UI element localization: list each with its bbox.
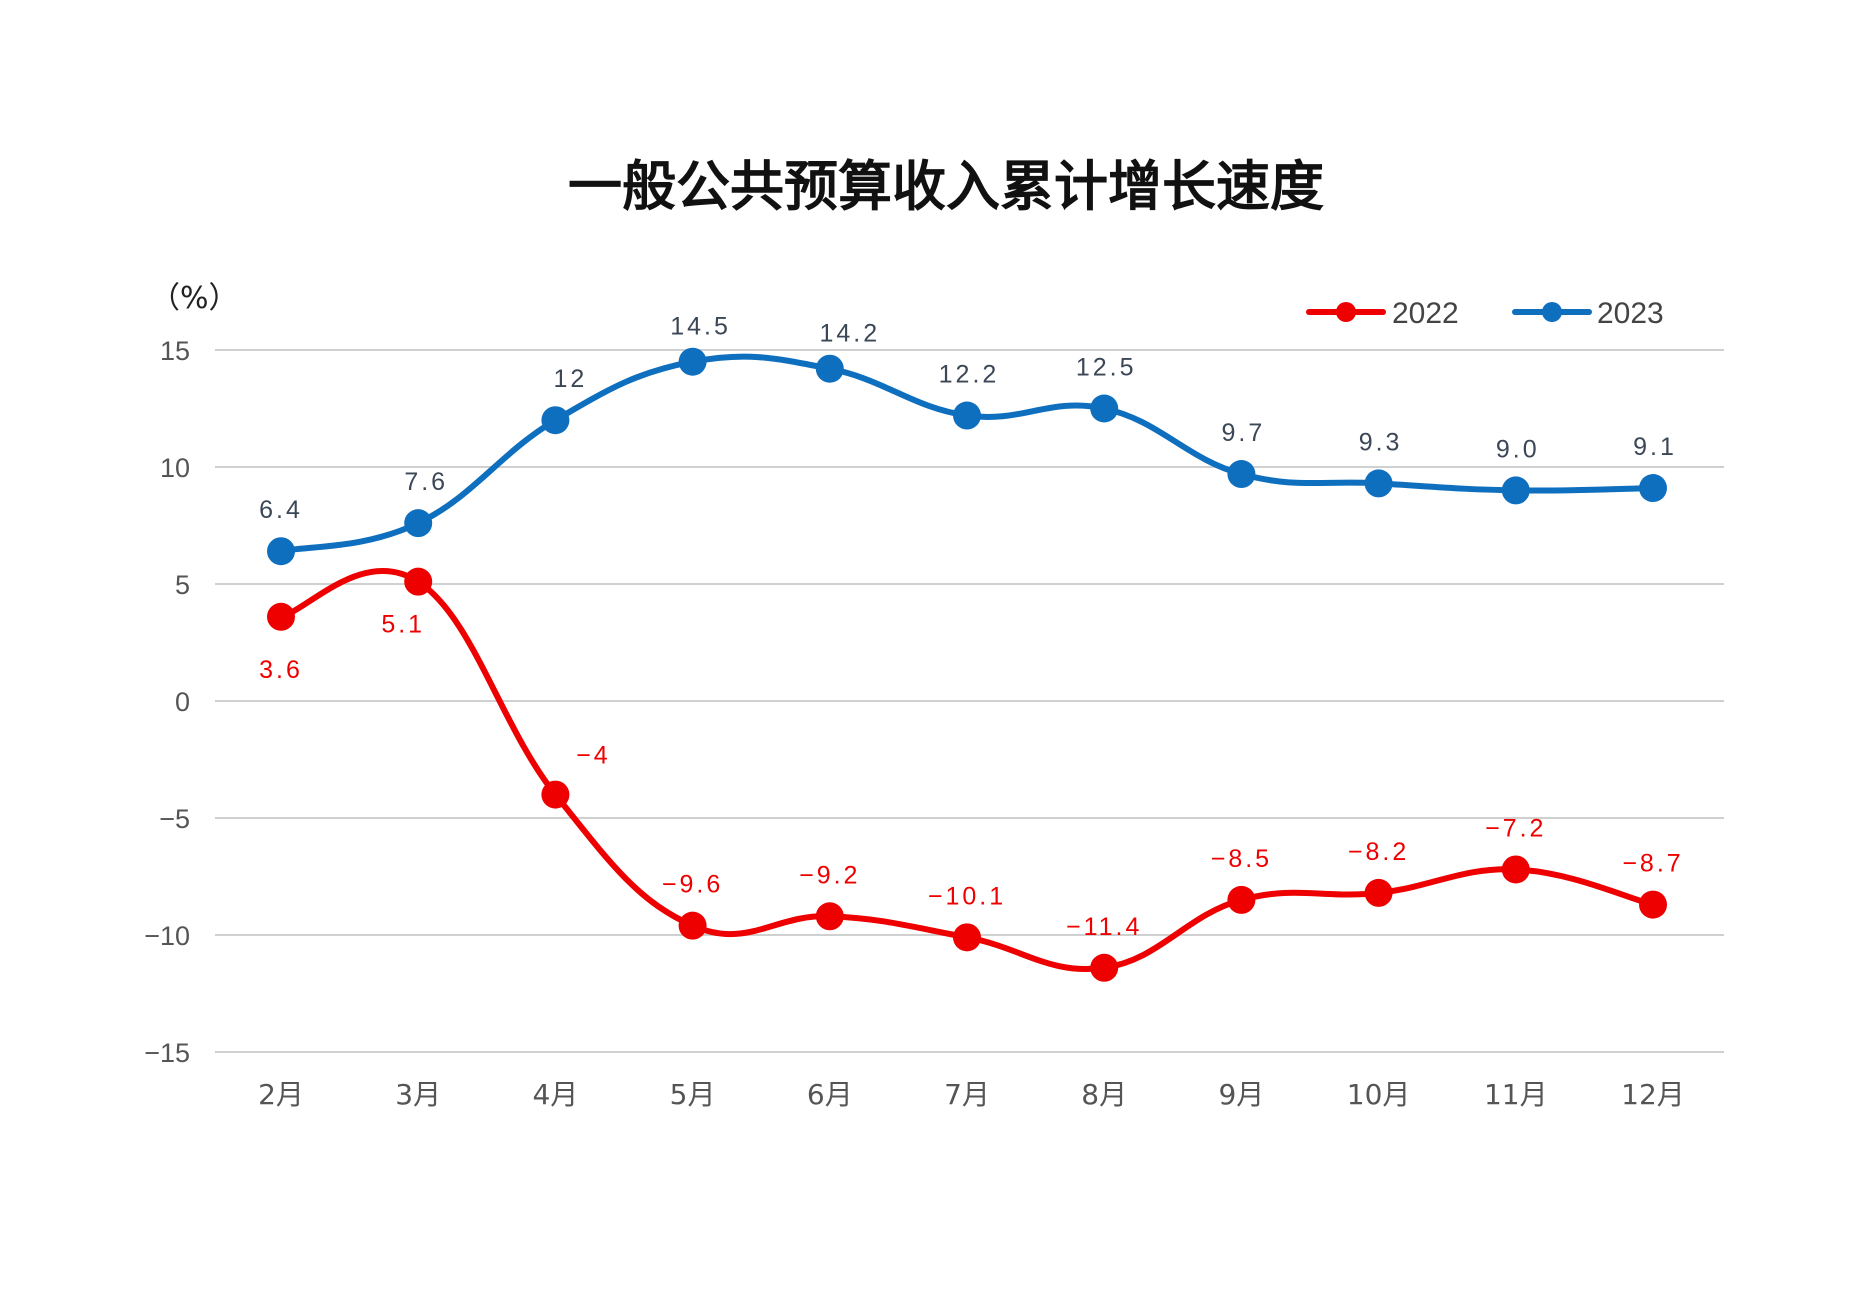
data-point <box>1639 890 1667 919</box>
data-point <box>267 537 295 566</box>
data-point <box>1227 460 1256 489</box>
data-label: −8.2 <box>1348 838 1409 866</box>
x-tick-label: 8月 <box>1081 1078 1127 1111</box>
data-label: 5.1 <box>381 611 425 639</box>
data-label: 7.6 <box>404 468 448 496</box>
x-tick-label: 12月 <box>1621 1078 1685 1111</box>
x-tick-label: 11月 <box>1484 1078 1548 1111</box>
x-tick-label: 9月 <box>1218 1078 1264 1111</box>
data-point <box>815 902 844 931</box>
legend-item-2023: 2023 <box>1512 297 1664 330</box>
data-label: −9.6 <box>662 871 723 899</box>
legend-marker <box>1542 302 1562 322</box>
data-point <box>953 923 981 952</box>
y-tick-label: 10 <box>160 453 190 483</box>
series-line-2022 <box>278 567 1656 972</box>
x-tick-label: 4月 <box>532 1078 578 1111</box>
data-point <box>267 602 295 631</box>
data-label: −8.7 <box>1622 850 1683 878</box>
data-point <box>1364 878 1393 907</box>
x-tick-label: 3月 <box>395 1078 441 1111</box>
y-tick-label: −5 <box>159 804 190 834</box>
series-2023: 6.4 7.6 12 14.5 14.2 12.2 12.5 9.7 9.3 9.0 9.1 <box>259 313 1677 566</box>
data-label: −10.1 <box>928 882 1006 910</box>
data-point <box>1090 394 1119 423</box>
data-point <box>404 567 433 596</box>
data-label: −8.5 <box>1211 845 1272 873</box>
x-tick-label: 10月 <box>1347 1078 1411 1111</box>
data-point <box>953 401 981 430</box>
x-tick-label: 2月 <box>258 1078 304 1111</box>
data-label: 14.5 <box>670 313 731 341</box>
y-tick-label: −10 <box>144 921 190 951</box>
data-label: 6.4 <box>259 496 303 524</box>
legend-label: 2022 <box>1392 297 1459 330</box>
data-point <box>815 354 844 383</box>
y-tick-label: 15 <box>160 336 190 366</box>
x-tick-label: 6月 <box>807 1078 853 1111</box>
y-axis-unit: （%） <box>150 281 239 316</box>
data-point <box>541 780 570 809</box>
x-tick-label: 7月 <box>944 1078 990 1111</box>
data-label: 12.2 <box>939 361 1000 389</box>
data-label: −9.2 <box>799 861 860 889</box>
data-label: 12.5 <box>1076 354 1137 382</box>
data-label: −4 <box>576 742 611 770</box>
y-tick-label: −15 <box>144 1038 190 1068</box>
data-label: 9.1 <box>1633 433 1677 461</box>
data-label: 9.7 <box>1222 419 1266 447</box>
data-label: 9.3 <box>1359 428 1403 456</box>
data-point <box>1639 474 1667 503</box>
data-point <box>1501 476 1530 505</box>
y-tick-label: 5 <box>175 570 190 600</box>
data-point <box>1501 855 1530 884</box>
data-point <box>1227 885 1256 914</box>
data-label: −7.2 <box>1485 814 1546 842</box>
legend-label: 2023 <box>1597 297 1664 330</box>
data-point <box>404 509 433 538</box>
data-point <box>678 911 707 940</box>
data-label: 3.6 <box>259 656 303 684</box>
y-tick-label: 0 <box>175 687 190 717</box>
x-tick-label: 5月 <box>670 1078 716 1111</box>
chart-title: 一般公共预算收入累计增长速度 <box>568 155 1324 218</box>
data-label: 9.0 <box>1496 435 1540 463</box>
data-point <box>1364 469 1393 498</box>
data-label: 12 <box>553 365 587 393</box>
data-label: 14.2 <box>819 320 880 348</box>
series-2022: 3.6 5.1 −4 −9.6 −9.2 −10.1 −11.4 −8.5 −8.2 −7.2 −8… <box>259 567 1683 982</box>
data-point <box>541 406 570 435</box>
data-point <box>678 347 707 376</box>
data-point <box>1090 953 1119 982</box>
legend-item-2022: 2022 <box>1306 297 1459 330</box>
legend-marker <box>1336 302 1356 322</box>
data-label: −11.4 <box>1066 913 1142 941</box>
